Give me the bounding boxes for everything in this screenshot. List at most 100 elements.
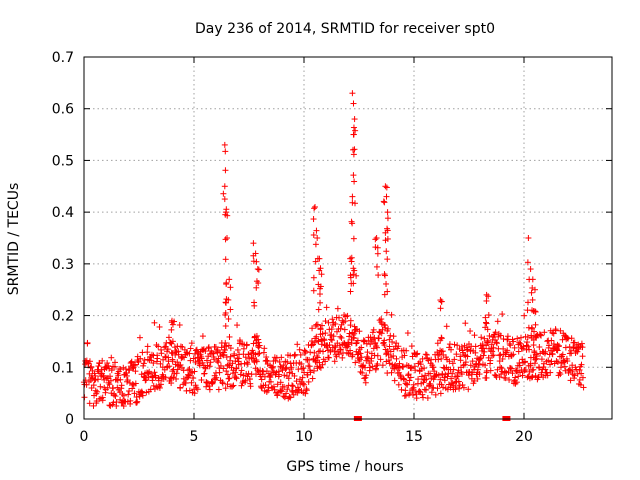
data-point: [289, 382, 296, 389]
data-point: [316, 291, 323, 298]
data-point: [521, 312, 528, 319]
data-point: [317, 265, 324, 272]
data-point: [457, 357, 464, 364]
data-point: [471, 377, 478, 384]
data-point: [183, 349, 190, 356]
data-point: [329, 316, 336, 323]
data-point: [135, 358, 142, 365]
data-point: [194, 349, 201, 356]
data-point: [177, 385, 184, 392]
data-point: [278, 388, 285, 395]
data-point: [326, 341, 333, 348]
data-point: [301, 381, 308, 388]
data-point: [484, 326, 491, 333]
data-point: [262, 382, 269, 389]
data-point: [253, 358, 260, 365]
data-point: [456, 385, 463, 392]
data-point: [383, 193, 390, 200]
data-point: [322, 318, 329, 325]
data-point: [359, 369, 366, 376]
data-point: [545, 342, 552, 349]
data-point: [578, 361, 585, 368]
data-point: [482, 314, 489, 321]
data-point: [548, 337, 555, 344]
data-point: [311, 367, 318, 374]
data-point: [553, 358, 560, 365]
data-point: [284, 386, 291, 393]
data-point: [451, 341, 458, 348]
data-point: [490, 352, 497, 359]
data-point: [476, 371, 483, 378]
data-point: [483, 374, 490, 381]
data-point: [537, 331, 544, 338]
data-point: [545, 357, 552, 364]
data-point: [193, 384, 200, 391]
data-point: [408, 343, 415, 350]
data-point: [427, 381, 434, 388]
data-point: [424, 395, 431, 402]
data-point: [402, 387, 409, 394]
data-point: [337, 325, 344, 332]
data-point: [120, 403, 127, 410]
x-tick-label: 5: [190, 429, 199, 445]
data-point: [117, 366, 124, 373]
data-point: [198, 355, 205, 362]
data-point: [298, 365, 305, 372]
data-point: [211, 356, 218, 363]
data-point: [577, 381, 584, 388]
data-point: [480, 352, 487, 359]
x-axis-label: GPS time / hours: [286, 459, 403, 475]
data-point: [528, 289, 535, 296]
data-point: [347, 317, 354, 324]
data-point: [527, 360, 534, 367]
data-point: [128, 358, 135, 365]
data-point: [488, 341, 495, 348]
data-point: [155, 343, 162, 350]
data-point: [469, 358, 476, 365]
data-point: [384, 209, 391, 216]
data-point: [404, 381, 411, 388]
data-point: [282, 365, 289, 372]
data-point: [391, 377, 398, 384]
data-point: [295, 386, 302, 393]
data-point: [255, 339, 262, 346]
data-point: [382, 229, 389, 236]
data-point: [513, 379, 520, 386]
data-point: [378, 330, 385, 337]
data-point: [341, 326, 348, 333]
data-point: [515, 348, 522, 355]
data-point: [407, 374, 414, 381]
data-point: [494, 366, 501, 373]
data-point: [207, 359, 214, 366]
data-point: [453, 351, 460, 358]
data-point: [155, 377, 162, 384]
data-point: [169, 358, 176, 365]
data-point: [139, 392, 146, 399]
data-point: [271, 386, 278, 393]
data-point: [252, 250, 259, 257]
data-point: [514, 368, 521, 375]
data-point: [222, 339, 229, 346]
data-point: [512, 367, 519, 374]
data-point: [221, 141, 228, 148]
data-point: [478, 334, 485, 341]
data-point: [483, 320, 490, 327]
data-point: [423, 386, 430, 393]
data-point: [441, 374, 448, 381]
data-point: [120, 364, 127, 371]
data-point: [225, 315, 232, 322]
data-point: [401, 376, 408, 383]
data-point: [149, 373, 156, 380]
data-point: [347, 255, 354, 262]
data-point: [226, 333, 233, 340]
data-point: [221, 196, 228, 203]
data-point: [555, 342, 562, 349]
data-point: [441, 377, 448, 384]
data-point: [544, 372, 551, 379]
data-point: [506, 376, 513, 383]
data-point: [383, 184, 390, 191]
data-point: [529, 296, 536, 303]
data-point: [415, 376, 422, 383]
data-point: [375, 272, 382, 279]
data-point: [389, 338, 396, 345]
